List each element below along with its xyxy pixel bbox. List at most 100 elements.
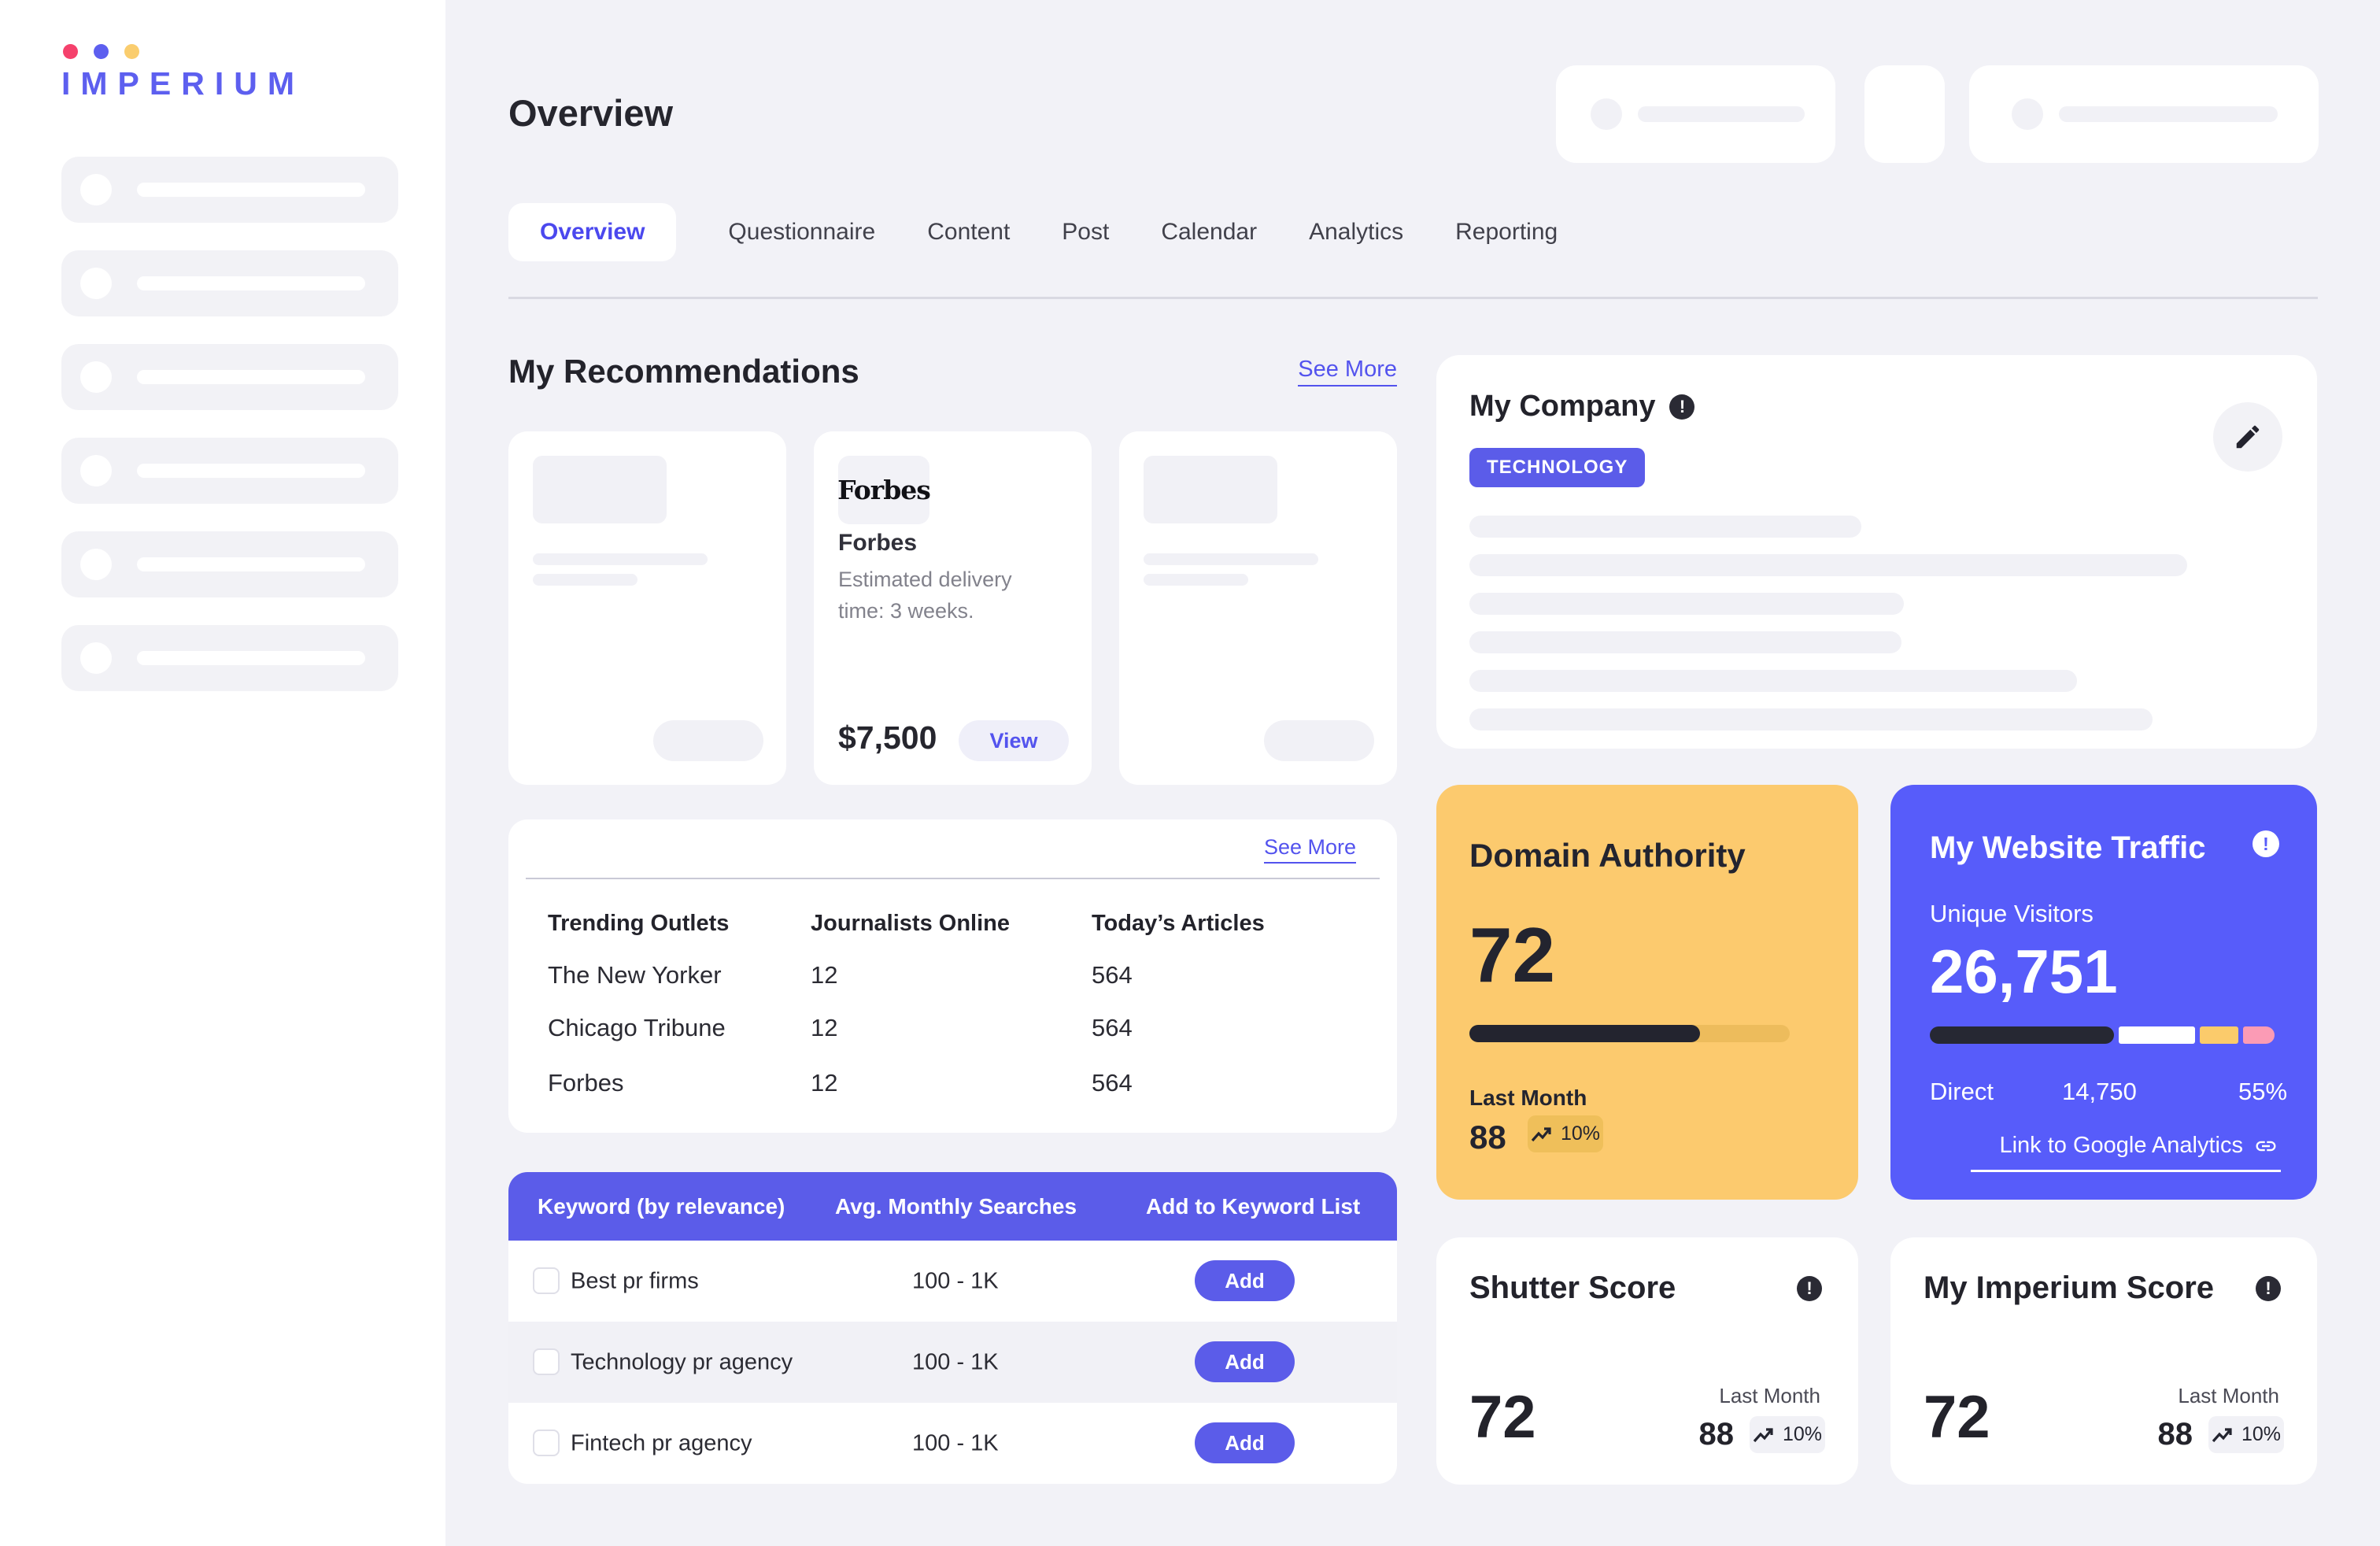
keyword-label: Technology pr agency — [571, 1349, 793, 1374]
header-widget-skeleton[interactable] — [1969, 65, 2319, 163]
sidebar-item-skeleton[interactable] — [61, 625, 398, 691]
google-analytics-link[interactable]: Link to Google Analytics — [1971, 1133, 2281, 1172]
logo-dots-icon — [63, 44, 305, 59]
outlet-name: The New Yorker — [548, 961, 722, 989]
tabs-divider — [508, 297, 2318, 299]
source-label: Direct — [1930, 1078, 1994, 1105]
journalists-online: 12 — [811, 1014, 838, 1041]
tab-reporting[interactable]: Reporting — [1455, 219, 1558, 245]
table-row: Best pr firms 100 - 1K Add — [508, 1241, 1397, 1322]
recommendations-title: My Recommendations — [508, 353, 859, 390]
company-text-placeholder — [1469, 554, 2187, 576]
outlet-name: Forbes — [838, 530, 918, 556]
keyword-table-header: Keyword (by relevance) Avg. Monthly Sear… — [508, 1172, 1397, 1241]
sidebar-item-skeleton[interactable] — [61, 250, 398, 316]
recommendations-see-more-link[interactable]: See More — [1298, 357, 1397, 386]
keyword-checkbox[interactable] — [533, 1429, 560, 1456]
outlet-name: Forbes — [548, 1069, 624, 1097]
keyword-label: Fintech pr agency — [571, 1430, 752, 1455]
domain-authority-title: Domain Authority — [1469, 837, 1746, 874]
view-button[interactable]: View — [959, 720, 1069, 761]
keyword-table: Keyword (by relevance) Avg. Monthly Sear… — [508, 1172, 1397, 1484]
website-traffic-card: My Website Traffic ! Unique Visitors 26,… — [1890, 785, 2317, 1200]
last-month-value: 88 — [1698, 1417, 1735, 1452]
company-text-placeholder — [1469, 516, 1861, 538]
segment-2 — [2119, 1026, 2196, 1044]
column-header-add: Add to Keyword List — [1146, 1193, 1361, 1219]
card-image-placeholder — [1144, 456, 1277, 523]
sidebar-item-skeleton[interactable] — [61, 438, 398, 504]
info-icon[interactable]: ! — [1669, 394, 1695, 420]
shutter-score-card: Shutter Score ! 72 Last Month 88 10% — [1436, 1237, 1858, 1485]
sidebar-item-skeleton[interactable] — [61, 531, 398, 597]
todays-articles: 564 — [1092, 1069, 1133, 1097]
column-header-searches: Avg. Monthly Searches — [835, 1193, 1077, 1219]
keyword-checkbox[interactable] — [533, 1348, 560, 1375]
recommendation-card-forbes[interactable]: Forbes Forbes Estimated delivery time: 3… — [814, 431, 1092, 785]
unique-visitors-label: Unique Visitors — [1930, 900, 2094, 927]
card-button-placeholder — [1264, 720, 1374, 761]
info-icon[interactable]: ! — [1797, 1275, 1822, 1301]
last-month-value: 88 — [2157, 1417, 2193, 1452]
domain-authority-card: Domain Authority 72 Last Month 88 10% — [1436, 785, 1858, 1200]
page-title: Overview — [508, 92, 674, 134]
add-keyword-button[interactable]: Add — [1195, 1341, 1295, 1382]
segment-3 — [2200, 1026, 2239, 1044]
outlet-name: Chicago Tribune — [548, 1014, 726, 1041]
edit-company-button[interactable] — [2213, 402, 2282, 472]
sidebar-item-icon-placeholder — [80, 361, 112, 393]
sidebar-item-icon-placeholder — [80, 268, 112, 299]
card-text-placeholder — [1144, 553, 1318, 565]
monthly-searches: 100 - 1K — [912, 1430, 999, 1455]
tab-analytics[interactable]: Analytics — [1309, 219, 1404, 245]
sidebar-item-label-placeholder — [137, 370, 365, 384]
tab-overview[interactable]: Overview — [508, 203, 677, 261]
tab-questionnaire[interactable]: Questionnaire — [728, 219, 876, 245]
imperium-score-value: 72 — [1924, 1384, 1990, 1451]
outlet-description: Estimated delivery time: 3 weeks. — [838, 568, 1012, 623]
trend-badge: 10% — [1528, 1115, 1603, 1152]
unique-visitors-value: 26,751 — [1930, 937, 2118, 1006]
keyword-checkbox[interactable] — [533, 1267, 560, 1294]
journalists-online: 12 — [811, 1069, 838, 1097]
sidebar-item-label-placeholder — [137, 651, 365, 665]
sidebar-item-icon-placeholder — [80, 174, 112, 205]
trend-value: 10% — [1782, 1423, 1823, 1445]
sidebar-item-label-placeholder — [137, 276, 365, 290]
imperium-score-card: My Imperium Score ! 72 Last Month 88 10% — [1890, 1237, 2317, 1485]
sidebar-item-icon-placeholder — [80, 642, 112, 674]
progress-fill — [1469, 1025, 1701, 1042]
sidebar-item-skeleton[interactable] — [61, 344, 398, 410]
segment-direct — [1930, 1026, 2115, 1044]
column-header-outlets: Trending Outlets — [548, 911, 730, 936]
forbes-logo: Forbes — [837, 456, 931, 524]
header-button-skeleton[interactable] — [1864, 65, 1945, 163]
last-month-value: 88 — [1469, 1119, 1506, 1156]
source-value: 14,750 — [2062, 1078, 2137, 1105]
traffic-segments-bar — [1930, 1026, 2278, 1044]
tab-post[interactable]: Post — [1062, 219, 1110, 245]
recommendation-card-skeleton[interactable] — [1119, 431, 1397, 785]
header-widget-skeleton[interactable] — [1556, 65, 1835, 163]
trend-up-icon — [1753, 1427, 1773, 1442]
todays-articles: 564 — [1092, 1014, 1133, 1041]
trend-badge: 10% — [2208, 1416, 2284, 1453]
recommendations-header: My Recommendations See More — [508, 353, 1397, 390]
shutter-score-value: 72 — [1469, 1384, 1536, 1451]
add-keyword-button[interactable]: Add — [1195, 1422, 1295, 1463]
info-icon[interactable]: ! — [2252, 830, 2279, 857]
recommendation-card-skeleton[interactable] — [508, 431, 786, 785]
logo-dot-blue-icon — [94, 44, 109, 59]
source-percent: 55% — [2238, 1078, 2288, 1105]
monthly-searches: 100 - 1K — [912, 1268, 999, 1293]
tab-calendar[interactable]: Calendar — [1161, 219, 1258, 245]
info-icon[interactable]: ! — [2256, 1275, 2281, 1301]
company-text-placeholder — [1469, 708, 2153, 730]
add-keyword-button[interactable]: Add — [1195, 1260, 1295, 1301]
trend-badge: 10% — [1750, 1416, 1825, 1453]
sidebar-item-skeleton[interactable] — [61, 157, 398, 223]
trending-see-more-link[interactable]: See More — [1263, 835, 1356, 864]
header-widget-icon-placeholder — [2012, 98, 2043, 130]
tab-content[interactable]: Content — [927, 219, 1011, 245]
logo-dot-yellow-icon — [124, 44, 139, 59]
